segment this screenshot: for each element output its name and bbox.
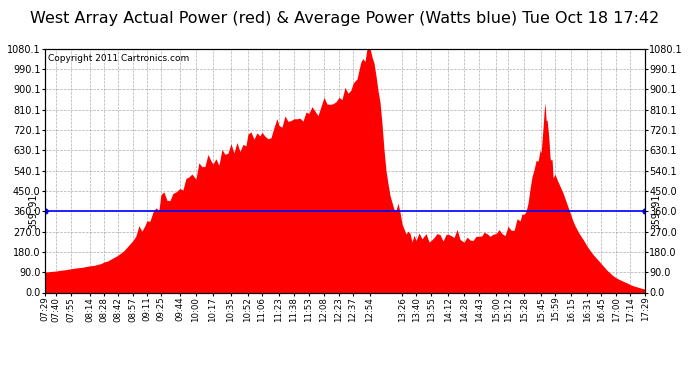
Text: 359.91: 359.91	[651, 194, 661, 229]
Text: Copyright 2011 Cartronics.com: Copyright 2011 Cartronics.com	[48, 54, 189, 63]
Text: West Array Actual Power (red) & Average Power (Watts blue) Tue Oct 18 17:42: West Array Actual Power (red) & Average …	[30, 11, 660, 26]
Text: 359.91: 359.91	[29, 194, 39, 229]
